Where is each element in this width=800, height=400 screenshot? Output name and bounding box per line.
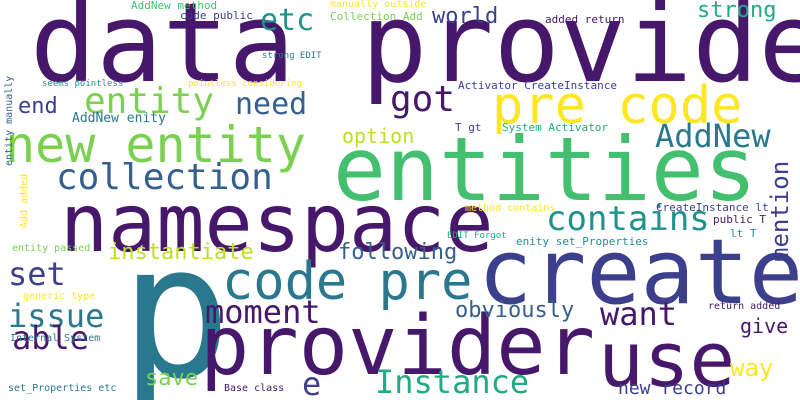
word-added-return: added return (545, 13, 625, 26)
word-internal-system: Internal System (10, 333, 101, 344)
word-able: able (12, 319, 90, 357)
word-issue: issue (8, 297, 105, 335)
word-enity-set-properties: enity set_Properties (516, 235, 649, 248)
word-provider: provider (200, 299, 595, 394)
word-world: world (432, 4, 499, 29)
word-strong: strong (697, 0, 777, 23)
word-createinstance-lt: CreateInstance lt (656, 201, 769, 214)
word-code-pre: code pre (222, 252, 473, 312)
word-moment: moment (205, 293, 321, 331)
word-need: need (235, 87, 308, 122)
word-manually-outside: manually outside (330, 0, 427, 10)
word-save: save (145, 366, 198, 391)
word-addnew: AddNew (655, 117, 771, 155)
word-public-t: public T (713, 213, 766, 226)
word-addnew-enity: AddNew enity (72, 111, 166, 126)
word-etc: etc (260, 3, 315, 38)
word-activator-createinstance: Activator CreateInstance (458, 79, 617, 92)
word-t-gt: T gt (455, 121, 482, 134)
word-code-public: code public (180, 9, 253, 22)
word-use: use (598, 315, 736, 400)
word-add-added: Add added (19, 173, 30, 228)
word-new-record: new record (618, 378, 727, 399)
word-entities: entities (333, 118, 757, 221)
word-mention: mention (766, 160, 794, 262)
word-entity-manually: entity manually (4, 75, 15, 166)
word-addnew-method: AddNew method (131, 0, 218, 12)
word-entity-passed: entity passed (12, 243, 91, 254)
word-obviously: obviously (455, 298, 575, 323)
word-edit-forgot: EDIT Forgot (447, 231, 507, 241)
word-give: give (740, 314, 789, 338)
word-return-added: return added (708, 301, 781, 312)
word-new-entity: new entity (5, 116, 307, 174)
word-want: want (600, 295, 678, 333)
word-pre-code: pre code (492, 76, 743, 136)
word-base-class: Base class (224, 383, 285, 394)
word-generic-type: generic type (23, 291, 96, 302)
word-method-contains: method contains (465, 203, 556, 214)
word-option: option (342, 124, 415, 148)
word-way: way (730, 354, 774, 382)
word-data-provider: data provider (30, 0, 800, 107)
word-system-activator: System Activator (502, 121, 608, 134)
word-set: set (8, 255, 66, 293)
word-entity: entity (84, 81, 215, 122)
word-lt-t: lt T (730, 227, 757, 240)
word-set-properties-etc: set_Properties etc (8, 383, 117, 394)
word-following: following (338, 240, 458, 265)
word-contains: contains (546, 199, 710, 239)
word-instance: Instance (375, 363, 530, 400)
word-p: p (120, 204, 232, 400)
word-got: got (390, 79, 456, 120)
word-pointless-considering: pointless considering (188, 79, 302, 89)
word-create: create (478, 220, 800, 325)
word-strong-edit: strong EDIT (262, 51, 322, 61)
word-namespace: namespace (60, 177, 494, 270)
word-end: end (18, 94, 58, 119)
word-seems-pointless: seems pointless (42, 79, 124, 89)
word-instantiate: instantiate (108, 240, 254, 265)
word-collection: collection (56, 157, 273, 198)
word-e: e (302, 365, 322, 400)
word-collection-add: Collection Add (330, 10, 423, 23)
